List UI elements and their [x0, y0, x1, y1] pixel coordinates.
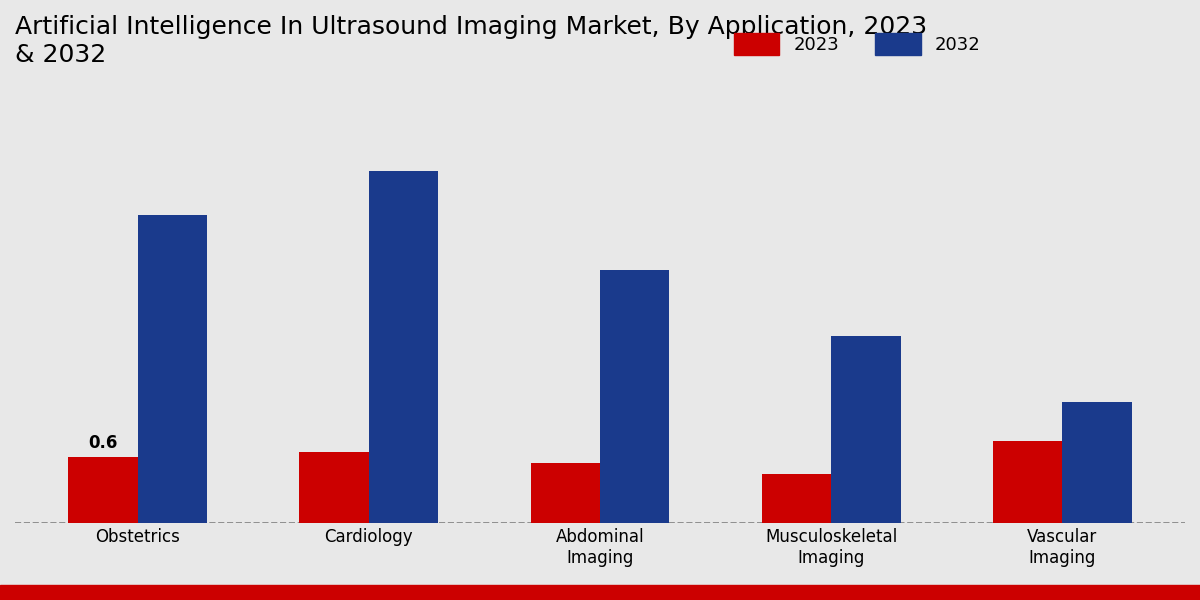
Text: 0.6: 0.6	[88, 434, 118, 452]
Bar	[994, 441, 1062, 523]
Bar	[530, 463, 600, 523]
Bar	[368, 171, 438, 523]
Text: Artificial Intelligence In Ultrasound Imaging Market, By Application, 2023
& 203: Artificial Intelligence In Ultrasound Im…	[16, 15, 928, 67]
Bar	[762, 474, 832, 523]
Bar	[832, 336, 900, 523]
Bar	[68, 457, 138, 523]
Legend: 2023, 2032: 2023, 2032	[727, 26, 988, 62]
Bar	[138, 215, 206, 523]
Bar	[1062, 402, 1132, 523]
Bar	[300, 452, 368, 523]
Bar	[600, 270, 670, 523]
